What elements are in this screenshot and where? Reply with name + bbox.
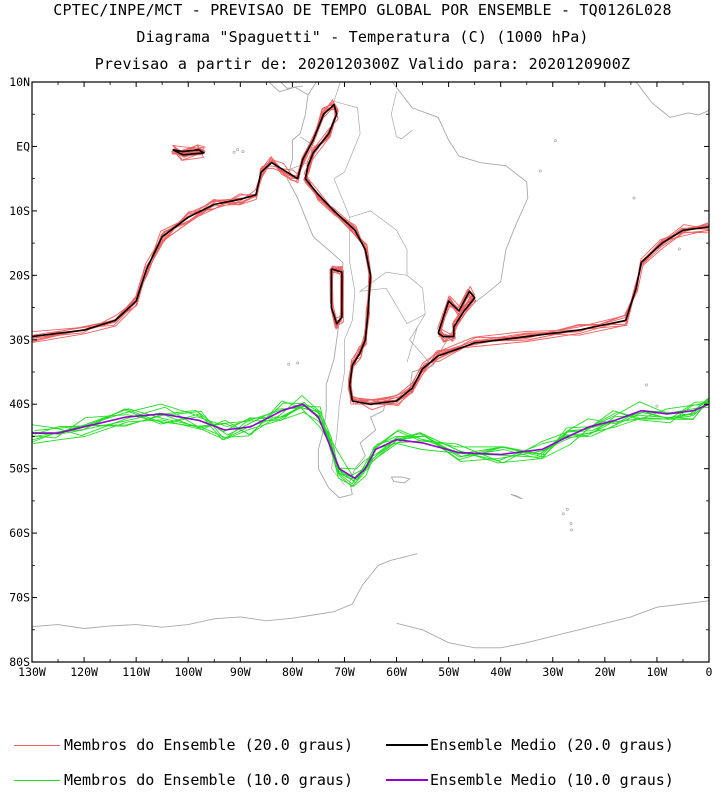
ensemble-10-member-0-3 — [32, 398, 708, 479]
y-tick-label-9: 80S — [9, 655, 30, 669]
legend-swatch-mean10 — [386, 779, 428, 781]
x-tick-label-12: 10W — [647, 665, 668, 679]
ensemble-10-member-0-0 — [33, 395, 709, 484]
ensemble-members — [32, 99, 709, 488]
x-tick-label-1: 120W — [70, 665, 98, 679]
island-14 — [553, 139, 557, 143]
y-tick-label-3: 20S — [9, 268, 30, 282]
ensemble-20-member-0-0 — [32, 100, 709, 405]
ensemble-mean-10-segment-0 — [32, 403, 709, 480]
legend-swatch-member20 — [14, 744, 60, 746]
y-tick-label-7: 60S — [9, 526, 30, 540]
x-tick-label-4: 90W — [230, 665, 251, 679]
ensemble-means — [32, 103, 709, 480]
island-9 — [645, 383, 648, 387]
x-tick-label-13: 0 — [706, 665, 713, 679]
x-tick-label-11: 20W — [594, 665, 615, 679]
axes: 130W 120W 110W 100W 90W 80W 70W 60W 50W 40W 30W 20W… — [9, 75, 712, 679]
ensemble-20-member-1-9 — [329, 268, 342, 319]
ensemble-20-member-0-9 — [32, 99, 709, 407]
island-11 — [632, 196, 636, 200]
ensemble-20-member-0-2 — [32, 106, 709, 411]
y-tick-label-4: 30S — [9, 333, 30, 347]
legend-label-member20: Membros do Ensemble (20.0 graus) — [64, 736, 353, 754]
island-6 — [569, 521, 573, 525]
x-tick-label-7: 60W — [386, 665, 407, 679]
x-tick-label-0: 130W — [18, 665, 46, 679]
ensemble-20-member-0-8 — [32, 104, 709, 402]
country-border-3 — [358, 271, 408, 292]
island-2 — [241, 150, 245, 154]
y-tick-label-1: EQ — [16, 139, 30, 153]
legend-label-member10: Membros do Ensemble (10.0 graus) — [64, 771, 353, 789]
ensemble-20-member-0-6 — [33, 108, 709, 403]
ensemble-20-member-3-3 — [172, 148, 205, 158]
central-america-north-coast — [280, 82, 303, 89]
africa-coastline — [635, 82, 709, 118]
x-tick-label-3: 100W — [174, 665, 202, 679]
x-tick-label-8: 50W — [438, 665, 459, 679]
legend-item-mean10: Ensemble Medio (10.0 graus) — [386, 771, 674, 789]
ensemble-20-member-0-3 — [32, 106, 708, 401]
ensemble-mean-20-segment-3 — [172, 148, 205, 156]
island-13 — [538, 169, 542, 173]
ensemble-20-member-2-7 — [439, 289, 476, 337]
x-tick-label-2: 110W — [122, 665, 150, 679]
chart-title-line-1: CPTEC/INPE/MCT - PREVISAO DE TEMPO GLOBA… — [53, 1, 672, 19]
country-border-0 — [333, 82, 361, 218]
x-tick-label-5: 80W — [282, 665, 303, 679]
legend-label-mean10: Ensemble Medio (10.0 graus) — [430, 771, 674, 789]
ensemble-mean-20-segment-2 — [437, 290, 476, 338]
ensemble-mean-20-segment-0 — [32, 103, 709, 405]
y-tick-label-0: 10N — [9, 75, 30, 89]
island-7 — [570, 528, 573, 532]
legend-item-mean20: Ensemble Medio (20.0 graus) — [386, 736, 674, 754]
antarctica-weddell-coastline — [396, 600, 709, 649]
x-tick-label-10: 30W — [542, 665, 563, 679]
y-tick-label-5: 40S — [9, 397, 30, 411]
ensemble-10-member-0-7 — [32, 402, 708, 487]
legend-item-member20: Membros do Ensemble (20.0 graus) — [14, 736, 353, 754]
ensemble-20-member-0-7 — [32, 109, 709, 404]
island-1 — [232, 150, 236, 154]
legend-item-member10: Membros do Ensemble (10.0 graus) — [14, 771, 353, 789]
legend-label-mean20: Ensemble Medio (20.0 graus) — [430, 736, 674, 754]
y-tick-label-2: 10S — [9, 204, 30, 218]
country-border-1 — [349, 210, 431, 364]
central-america-coastline — [268, 82, 309, 96]
y-tick-label-6: 50S — [9, 462, 30, 476]
malvinas-coastline — [390, 476, 411, 484]
ensemble-10-member-0-9 — [32, 404, 709, 488]
country-border-5 — [385, 288, 426, 325]
island-5 — [561, 512, 565, 516]
island-0 — [236, 148, 240, 152]
south-georgia-coastline — [510, 493, 523, 500]
chart-title-line-2: Diagrama "Spaguetti" - Temperatura (C) (… — [136, 28, 589, 46]
island-4 — [287, 362, 291, 366]
x-tick-label-9: 40W — [490, 665, 511, 679]
antarctic-peninsula-coastline — [32, 553, 418, 629]
island-12 — [677, 247, 681, 251]
ensemble-mean-20-segment-1 — [330, 268, 343, 325]
legend-swatch-mean20 — [386, 744, 428, 746]
island-10 — [655, 404, 659, 408]
island-8 — [565, 507, 569, 511]
ensemble-20-member-0-4 — [32, 103, 709, 405]
y-tick-label-8: 70S — [9, 591, 30, 605]
island-3 — [296, 361, 300, 365]
ensemble-10-member-0-5 — [34, 399, 709, 480]
ensemble-20-member-1-3 — [331, 265, 343, 329]
legend-swatch-member10 — [14, 779, 60, 781]
ensemble-20-member-0-1 — [32, 104, 709, 406]
country-border-6 — [406, 326, 418, 363]
x-tick-label-6: 70W — [334, 665, 355, 679]
country-border-7 — [390, 91, 413, 140]
ensemble-20-member-2-5 — [439, 292, 477, 338]
chart-title-line-3: Previsao a partir de: 2020120300Z Valido… — [94, 55, 631, 73]
ensemble-20-member-0-5 — [33, 102, 708, 406]
